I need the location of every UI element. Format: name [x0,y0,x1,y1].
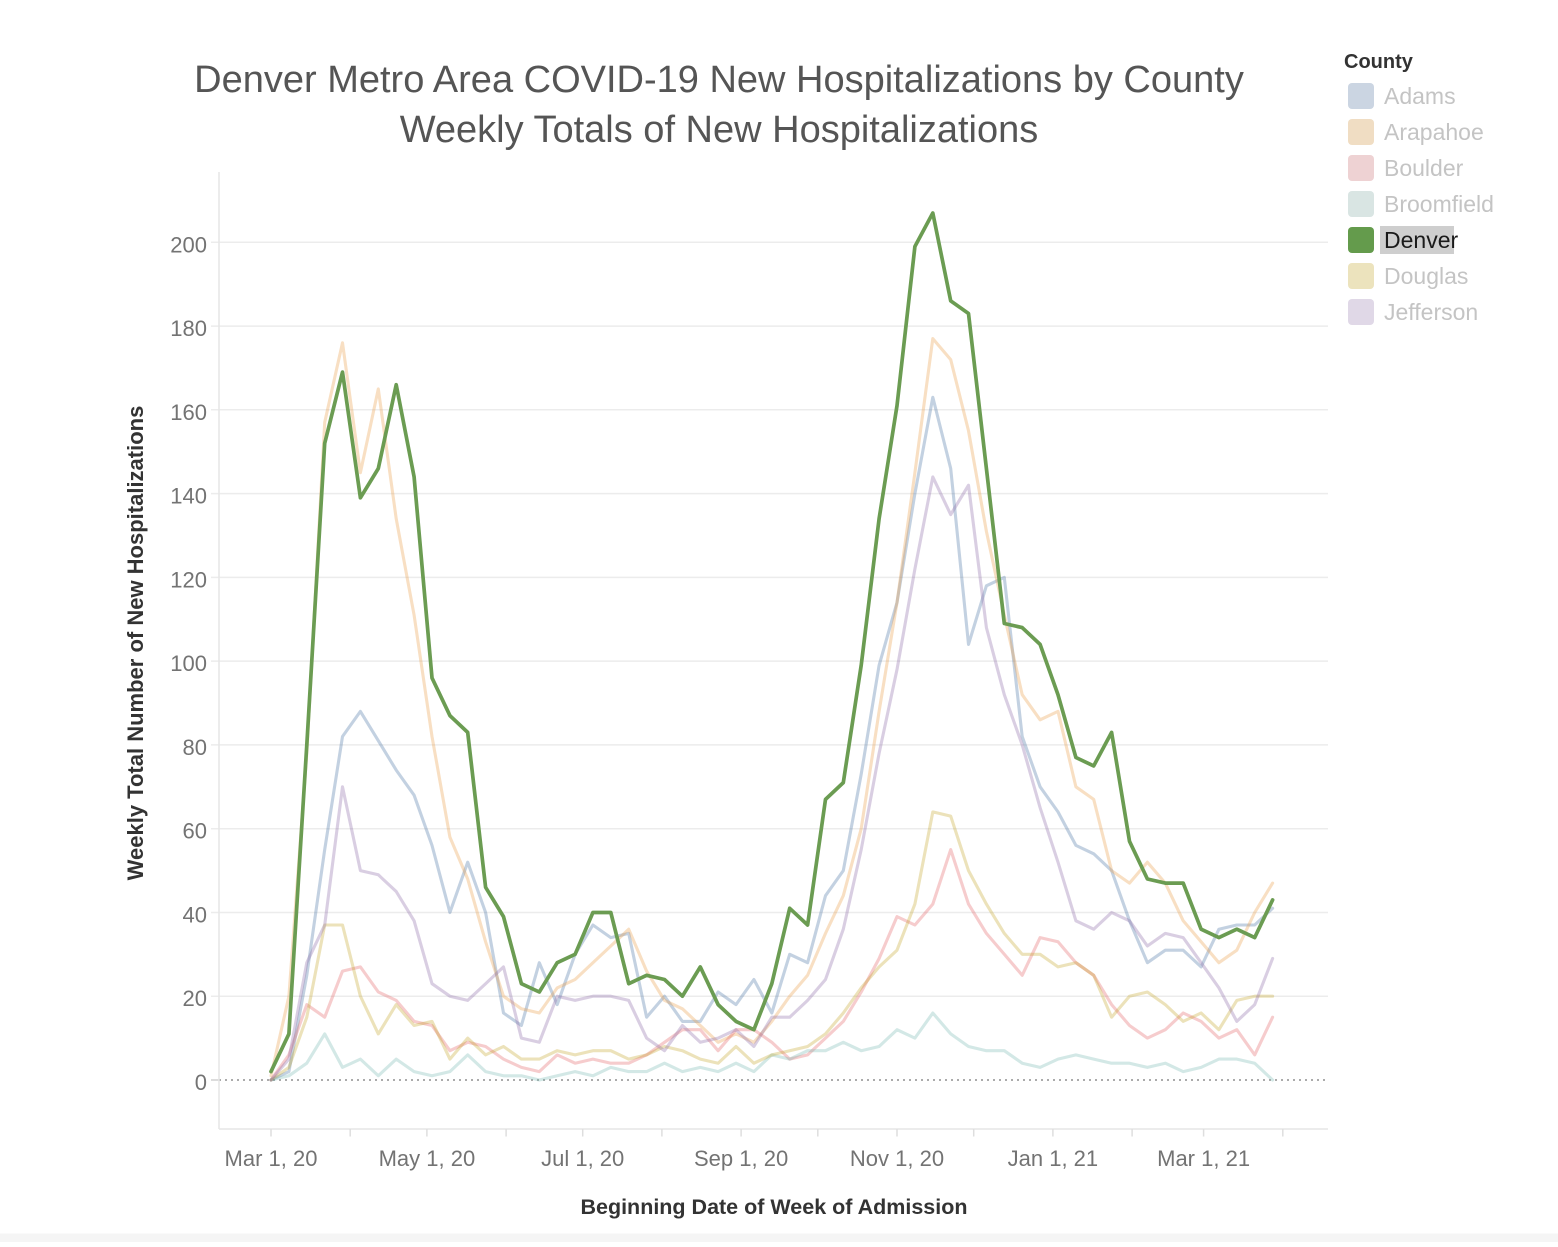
svg-text:80: 80 [183,735,207,760]
svg-text:Denver: Denver [1384,227,1458,253]
svg-text:Mar 1, 20: Mar 1, 20 [225,1146,318,1171]
svg-text:Jul 1, 20: Jul 1, 20 [541,1146,624,1171]
svg-text:0: 0 [195,1070,207,1095]
svg-text:Sep 1, 20: Sep 1, 20 [694,1146,788,1171]
svg-text:20: 20 [183,986,207,1011]
svg-text:180: 180 [170,316,207,341]
svg-text:County: County [1344,51,1414,73]
svg-text:Douglas: Douglas [1384,263,1468,289]
svg-text:120: 120 [170,567,207,592]
svg-text:Weekly Total Number of New Hos: Weekly Total Number of New Hospitalizati… [123,406,148,881]
svg-text:Broomfield: Broomfield [1384,191,1494,217]
svg-text:Mar 1, 21: Mar 1, 21 [1157,1146,1250,1171]
svg-text:140: 140 [170,484,207,509]
svg-text:Boulder: Boulder [1384,155,1464,181]
svg-text:60: 60 [183,819,207,844]
svg-text:Nov 1, 20: Nov 1, 20 [850,1146,944,1171]
svg-text:Arapahoe: Arapahoe [1384,119,1484,145]
svg-text:Jan 1, 21: Jan 1, 21 [1008,1146,1099,1171]
svg-text:Denver Metro Area COVID-19 New: Denver Metro Area COVID-19 New Hospitali… [194,59,1244,101]
svg-text:40: 40 [183,903,207,928]
svg-text:Weekly Totals of New Hospitali: Weekly Totals of New Hospitalizations [400,109,1039,151]
svg-text:Beginning Date of Week of Admi: Beginning Date of Week of Admission [580,1195,967,1219]
svg-text:May 1, 20: May 1, 20 [379,1146,476,1171]
svg-text:160: 160 [170,400,207,425]
svg-text:200: 200 [170,232,207,257]
svg-text:Jefferson: Jefferson [1384,299,1478,325]
svg-text:100: 100 [170,651,207,676]
svg-text:Adams: Adams [1384,83,1456,109]
